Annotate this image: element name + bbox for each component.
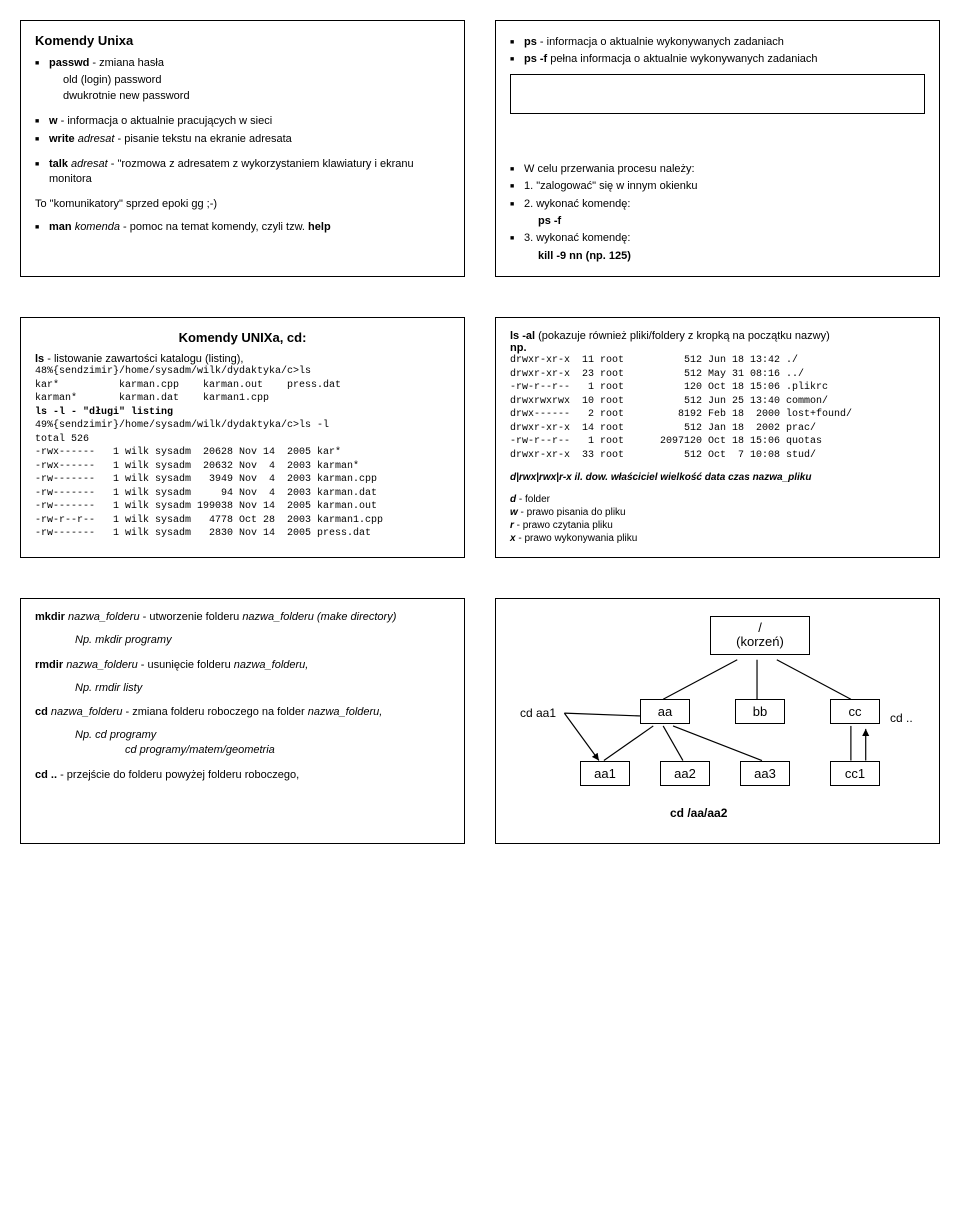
row-2: Komendy UNIXa, cd: ls - listowanie zawar… xyxy=(20,317,940,558)
list-man: man komenda - pomoc na temat komendy, cz… xyxy=(35,220,450,235)
mkdir: mkdir nazwa_folderu - utworzenie folderu… xyxy=(35,611,450,623)
kill: kill -9 nn (np. 125) xyxy=(510,249,925,264)
node-aa1: aa1 xyxy=(580,761,630,786)
note: To "komunikatory" sprzed epoki gg ;-) xyxy=(35,198,450,210)
list-passwd: passwd - zmiana hasła xyxy=(35,56,450,71)
box-ps: ps - informacja o aktualnie wykonywanych… xyxy=(495,20,940,277)
item: talk adresat - "rozmowa z adresatem z wy… xyxy=(35,157,450,188)
item: ps - informacja o aktualnie wykonywanych… xyxy=(510,35,925,50)
tree-diagram: / (korzeń) aa bb cc aa1 aa2 aa3 cc1 cd a… xyxy=(510,611,925,831)
label-cddot: cd .. xyxy=(890,711,913,725)
node-bb: bb xyxy=(735,699,785,724)
indent: old (login) password xyxy=(35,73,450,88)
label-cdabs: cd /aa/aa2 xyxy=(670,806,727,820)
list-kill: 3. wykonać komendę: xyxy=(510,231,925,246)
node-cc1: cc1 xyxy=(830,761,880,786)
ex: Np. rmdir listy xyxy=(35,681,450,696)
np: np. xyxy=(510,342,925,354)
box-komendy-unixa: Komendy Unixa passwd - zmiana hasła old … xyxy=(20,20,465,277)
row-3: mkdir nazwa_folderu - utworzenie folderu… xyxy=(20,598,940,844)
item: passwd - zmiana hasła xyxy=(35,56,450,71)
indent: dwukrotnie new password xyxy=(35,89,450,104)
item: 3. wykonać komendę: xyxy=(510,231,925,246)
header-legend: d|rwx|rwx|r-x il. dow. właściciel wielko… xyxy=(510,472,925,483)
box-lsal: ls -al (pokazuje również pliki/foldery z… xyxy=(495,317,940,558)
inner-empty-box xyxy=(510,74,925,114)
node-aa2: aa2 xyxy=(660,761,710,786)
row-1: Komendy Unixa passwd - zmiana hasła old … xyxy=(20,20,940,277)
item: write adresat - pisanie tekstu na ekrani… xyxy=(35,132,450,147)
listing2: 49%{sendzimir}/home/sysadm/wilk/dydaktyk… xyxy=(35,419,450,541)
listing1: 48%{sendzimir}/home/sysadm/wilk/dydaktyk… xyxy=(35,365,450,406)
node-aa3: aa3 xyxy=(740,761,790,786)
lsal-intro: ls -al (pokazuje również pliki/foldery z… xyxy=(510,330,925,342)
ex: Np. mkdir programy xyxy=(35,633,450,648)
title-komendy: Komendy Unixa xyxy=(35,33,450,48)
list-ps: ps - informacja o aktualnie wykonywanych… xyxy=(510,35,925,68)
cd: cd nazwa_folderu - zmiana folderu robocz… xyxy=(35,706,450,718)
ex: cd programy/matem/geometria xyxy=(35,743,450,758)
box-ls: Komendy UNIXa, cd: ls - listowanie zawar… xyxy=(20,317,465,558)
ex: Np. cd programy xyxy=(35,728,450,743)
item: 2. wykonać komendę: xyxy=(510,197,925,212)
box-tree: / (korzeń) aa bb cc aa1 aa2 aa3 cc1 cd a… xyxy=(495,598,940,844)
rmdir: rmdir nazwa_folderu - usunięcie folderu … xyxy=(35,659,450,671)
legend: d - folder w - prawo pisania do pliku r … xyxy=(510,493,925,545)
ls-intro: ls - listowanie zawartości katalogu (lis… xyxy=(35,353,450,365)
item: W celu przerwania procesu należy: xyxy=(510,162,925,177)
list-talk: talk adresat - "rozmowa z adresatem z wy… xyxy=(35,157,450,188)
listing-al: drwxr-xr-x 11 root 512 Jun 18 13:42 ./ d… xyxy=(510,354,925,462)
title-ls: Komendy UNIXa, cd: xyxy=(35,330,450,345)
list-przerwania: W celu przerwania procesu należy: 1. "za… xyxy=(510,162,925,212)
item: man komenda - pomoc na temat komendy, cz… xyxy=(35,220,450,235)
psf: ps -f xyxy=(510,214,925,229)
lsl: ls -l - "długi" listing xyxy=(35,406,450,420)
node-aa: aa xyxy=(640,699,690,724)
item: 1. "zalogować" się w innym okienku xyxy=(510,179,925,194)
item: ps -f pełna informacja o aktualnie wykon… xyxy=(510,52,925,67)
box-mkdir: mkdir nazwa_folderu - utworzenie folderu… xyxy=(20,598,465,844)
cddot: cd .. - przejście do folderu powyżej fol… xyxy=(35,769,450,781)
node-cc: cc xyxy=(830,699,880,724)
label-cdaa1: cd aa1 xyxy=(520,706,556,720)
item: w - informacja o aktualnie pracujących w… xyxy=(35,114,450,129)
node-root: / (korzeń) xyxy=(710,616,810,655)
list-w-write: w - informacja o aktualnie pracujących w… xyxy=(35,114,450,147)
